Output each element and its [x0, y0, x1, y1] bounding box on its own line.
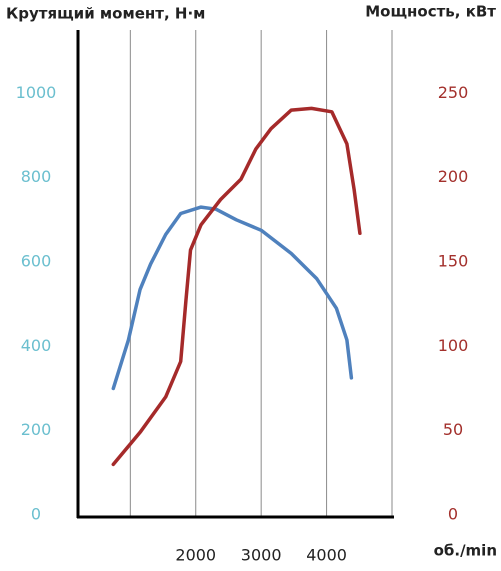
x-tick-label: 4000: [306, 546, 347, 565]
line-series: [111, 205, 354, 391]
y2-tick-label: 150: [438, 251, 469, 270]
y-tick-label: 600: [21, 251, 52, 270]
y2-axis-title: Мощность, кВт: [365, 3, 496, 21]
y-tick-label: 0: [31, 505, 41, 524]
y-tick-label: 200: [21, 420, 52, 439]
x-tick-label: 3000: [241, 546, 282, 565]
y-tick-label: 800: [21, 167, 52, 186]
y2-tick-label: 250: [438, 83, 469, 102]
y-tick-label: 400: [21, 336, 52, 355]
y-axis-title: Крутящий момент, Н·м: [6, 5, 205, 23]
y2-tick-label: 100: [438, 336, 469, 355]
x-axis-title: об./min: [434, 542, 497, 560]
y2-tick-label: 50: [443, 420, 463, 439]
x-tick-label: 2000: [175, 546, 216, 565]
y-tick-label: 1000: [16, 83, 57, 102]
y2-tick-label: 0: [448, 505, 458, 524]
line-series: [111, 106, 362, 467]
y2-tick-label: 200: [438, 167, 469, 186]
